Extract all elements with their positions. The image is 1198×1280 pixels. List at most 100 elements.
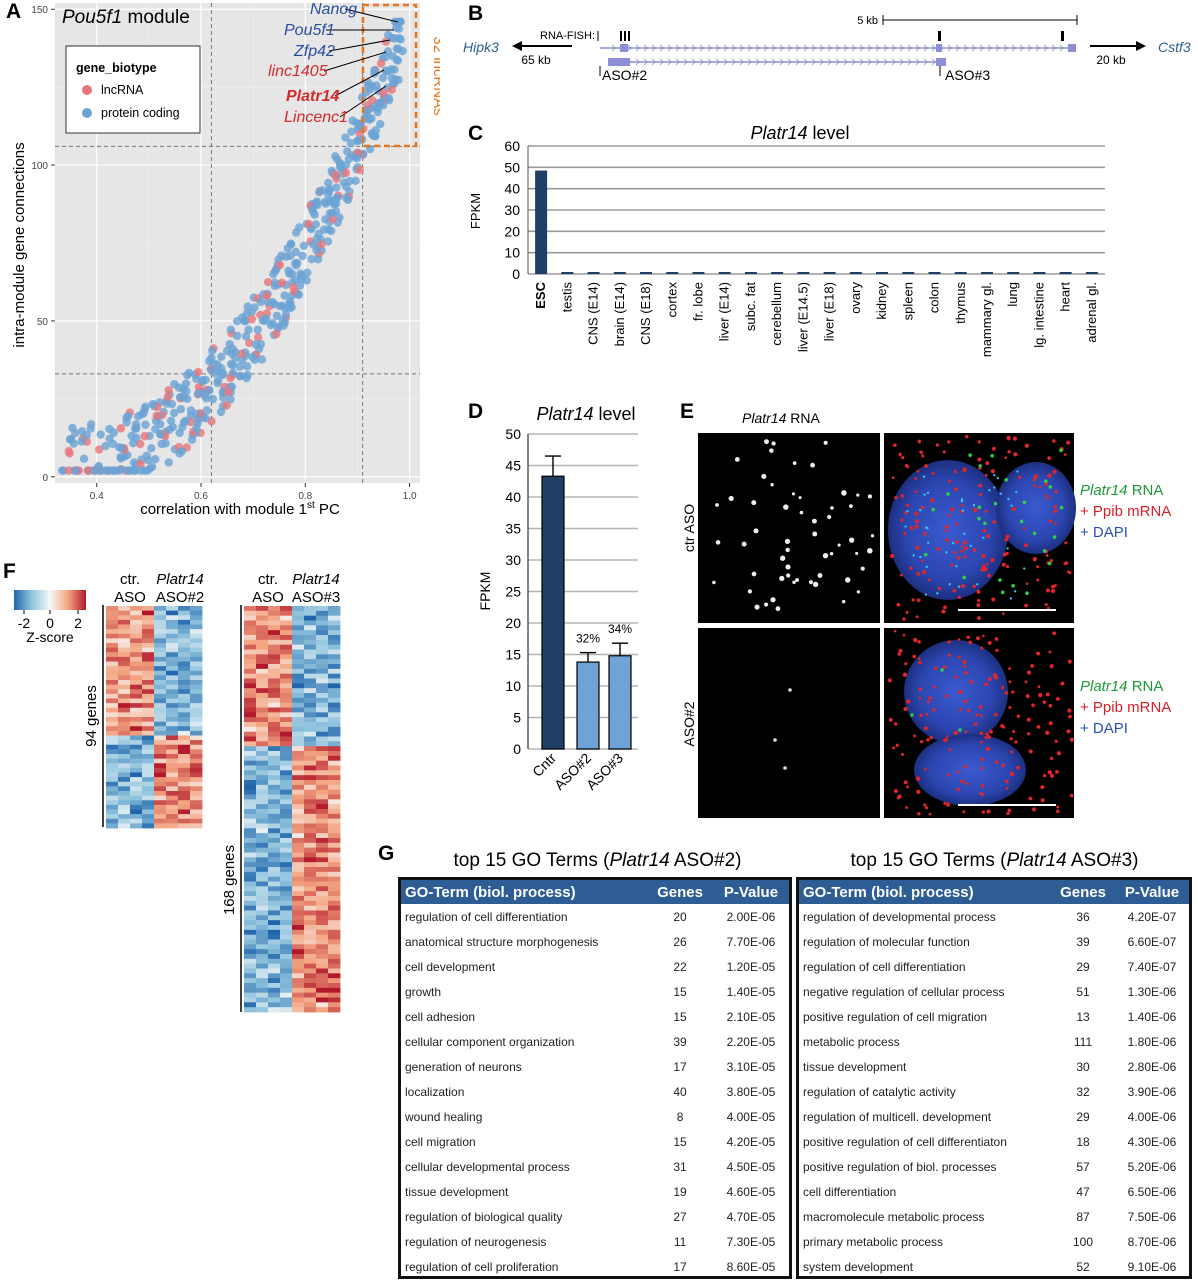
fish-spot-red xyxy=(898,648,903,653)
heatmap-cell xyxy=(316,978,329,984)
heatmap-cell xyxy=(280,615,293,621)
fish-spot-cyan xyxy=(1010,504,1013,507)
d-ytick-label: 20 xyxy=(505,615,521,631)
fish-spot-red xyxy=(1016,714,1021,718)
strand-chevron xyxy=(739,44,744,52)
heatmap-cell xyxy=(142,624,155,630)
heatmap-cell xyxy=(178,647,191,653)
heatmap-cell xyxy=(256,983,269,989)
heatmap-cell xyxy=(118,754,131,760)
point-protein-coding xyxy=(383,47,393,56)
heat2-gene-count: 168 genes xyxy=(221,845,238,915)
heatmap-cell xyxy=(256,804,269,810)
heatmap-cell xyxy=(256,978,269,984)
heatmap-cell xyxy=(166,814,179,820)
heatmap-cell xyxy=(316,784,329,791)
fish-spot-red xyxy=(976,603,981,608)
heatmap-cell xyxy=(328,973,341,979)
point-protein-coding xyxy=(310,210,319,219)
heatmap-cell xyxy=(166,740,179,746)
heatmap-cell xyxy=(256,1007,269,1013)
go-pvalue: 9.10E-06 xyxy=(1127,1259,1177,1274)
heatmap-cell xyxy=(166,749,179,755)
heatmap-cell xyxy=(268,799,281,805)
heatmap-cell xyxy=(292,789,305,795)
zscore-tick-label: -2 xyxy=(18,615,31,631)
heatmap-cell xyxy=(316,615,329,621)
heatmap-cell xyxy=(154,786,167,792)
fish-spot-red xyxy=(976,598,981,603)
fish-spot-red xyxy=(904,662,908,666)
heatmap-cell xyxy=(178,643,191,649)
heatmap-cell xyxy=(316,954,329,960)
fish-spot-red xyxy=(991,597,996,602)
heatmap-cell xyxy=(118,633,131,639)
strand-chevron xyxy=(675,58,680,66)
heatmap-cell xyxy=(316,983,329,989)
heatmap-cell xyxy=(190,763,203,769)
heatmap-cell xyxy=(190,795,203,801)
heatmap-cell xyxy=(256,780,269,786)
heatmap-cell xyxy=(256,736,269,742)
heatmap-cell xyxy=(304,731,317,737)
strand-chevron xyxy=(835,44,840,52)
heatmap-cell xyxy=(190,684,203,690)
fish-spot-red xyxy=(1037,685,1041,689)
fish-spot-red xyxy=(1001,562,1006,567)
heatmap-cell xyxy=(328,620,341,626)
point-lncrna xyxy=(65,449,74,458)
heatmap-cell xyxy=(256,755,269,762)
heatmap-cell xyxy=(154,744,167,750)
fish-spot-green xyxy=(931,507,935,512)
heatmap-cell xyxy=(166,795,179,801)
fish-spot-cyan xyxy=(926,491,930,495)
strand-chevron xyxy=(779,44,784,52)
strand-chevron xyxy=(859,44,864,52)
heatmap-cell xyxy=(106,633,119,639)
heatmap-cell xyxy=(166,680,179,686)
scatter-title: Pou5f1 module xyxy=(62,7,190,28)
heatmap-cell xyxy=(244,760,257,766)
heatmap-cell xyxy=(304,978,317,984)
fish-spot-red xyxy=(1001,763,1005,768)
heatmap-cell xyxy=(130,647,143,653)
heatmap-cell xyxy=(268,668,281,675)
heatmap-cell xyxy=(292,944,305,950)
fish-spot-red xyxy=(969,680,973,684)
panel-label-a: A xyxy=(6,0,22,23)
heatmap-cell xyxy=(304,925,317,931)
fish-spot-red xyxy=(948,479,952,483)
fish-spot-red xyxy=(906,465,910,469)
heatmap-cell xyxy=(256,867,269,873)
heatmap-cell xyxy=(256,712,269,718)
fish-spot-red xyxy=(981,810,985,814)
go-gene-count: 15 xyxy=(673,1134,687,1149)
heatmap-cell xyxy=(316,770,329,776)
point-protein-coding xyxy=(395,17,404,26)
fish-spot-red xyxy=(1005,534,1010,539)
fish-spot-red xyxy=(984,682,989,687)
heatmap-cell xyxy=(244,717,257,723)
strand-chevron xyxy=(915,44,920,52)
go-term: generation of neurons xyxy=(405,1059,522,1074)
heatmap-cell xyxy=(292,688,305,694)
heatmap-cell xyxy=(256,746,269,752)
heatmap-cell xyxy=(130,726,143,732)
go-pvalue: 1.40E-05 xyxy=(726,984,776,999)
fish-spot-red xyxy=(945,802,951,807)
heatmap-cell xyxy=(166,666,179,672)
x-tick-label: 0.4 xyxy=(90,491,104,502)
heatmap-cell xyxy=(280,934,293,940)
heatmap-cell xyxy=(106,656,119,662)
d-ytick-label: 5 xyxy=(513,710,521,726)
heatmap-cell xyxy=(142,633,155,639)
fish-spot-red xyxy=(924,767,927,771)
go-row: metabolic process 111 1.80E-06 xyxy=(799,1029,1189,1054)
fish-spot-red xyxy=(1048,650,1052,654)
heatmap-cell xyxy=(178,693,191,699)
heatmap-cell xyxy=(244,625,257,631)
heatmap-cell xyxy=(106,698,119,704)
strand-chevron xyxy=(795,58,800,66)
point-lncrna xyxy=(381,37,391,46)
heatmap-cell xyxy=(106,809,119,815)
